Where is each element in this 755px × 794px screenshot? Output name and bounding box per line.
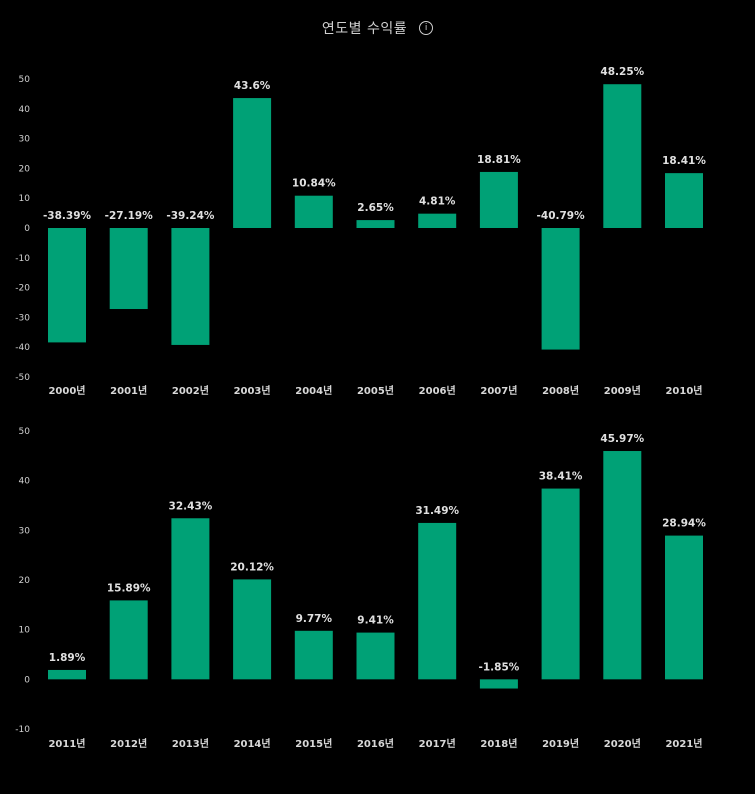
data-label: 31.49%	[415, 505, 459, 517]
y-tick-label: 50	[19, 427, 31, 437]
data-label: 38.41%	[539, 471, 583, 483]
bar-2007[interactable]	[479, 171, 518, 228]
bar-2020[interactable]	[603, 451, 642, 680]
bar-2014[interactable]	[233, 579, 272, 680]
data-label: 2.65%	[357, 202, 394, 214]
x-tick-label: 2005년	[357, 384, 394, 397]
bar-2016[interactable]	[356, 632, 395, 680]
x-tick-label: 2010년	[665, 384, 702, 397]
data-label: 4.81%	[419, 196, 456, 208]
x-tick-label: 2003년	[234, 384, 271, 397]
y-tick-label: 0	[24, 224, 30, 234]
data-label: 18.41%	[662, 155, 706, 167]
bar-2005[interactable]	[356, 220, 395, 228]
data-label: -40.79%	[537, 210, 586, 222]
data-label: 32.43%	[169, 500, 213, 512]
data-label: 15.89%	[107, 582, 151, 594]
bar-2021[interactable]	[665, 535, 703, 680]
x-tick-label: 2007년	[480, 384, 517, 397]
y-tick-label: -10	[15, 725, 30, 735]
x-tick-label: 2019년	[542, 737, 579, 750]
bar-2015[interactable]	[294, 630, 333, 680]
y-tick-label: -20	[15, 284, 30, 294]
data-label: 20.12%	[230, 561, 274, 573]
x-tick-label: 2011년	[48, 737, 85, 750]
bar-2010[interactable]	[665, 173, 703, 228]
y-tick-label: -10	[15, 254, 30, 264]
chart-panel-2: 50 40 30 20 10 0 -10 1.89% 2011년 15.89% 2012년 32.43…	[15, 427, 706, 750]
bar-2019[interactable]	[541, 488, 580, 680]
bar-2011[interactable]	[48, 669, 86, 680]
chart-panel-1: 50 40 30 20 10 0 -10 -20 -30 -40 -50 -38.39% 2000년 -2…	[15, 66, 706, 397]
bar-2004[interactable]	[294, 195, 333, 228]
data-label: 9.77%	[296, 613, 333, 625]
bar-2009[interactable]	[603, 84, 642, 228]
x-tick-label: 2006년	[419, 384, 456, 397]
data-label: 9.41%	[357, 615, 394, 627]
x-tick-label: 2020년	[604, 737, 641, 750]
x-tick-label: 2009년	[604, 384, 641, 397]
chart-header: 연도별 수익률 i	[0, 17, 755, 39]
data-label: 43.6%	[234, 80, 271, 92]
bar-2003[interactable]	[233, 98, 272, 229]
data-label: 48.25%	[600, 66, 644, 78]
bar-2013[interactable]	[171, 518, 210, 680]
y-tick-label: 30	[19, 135, 31, 145]
data-label: -27.19%	[105, 210, 154, 222]
y-tick-label: -50	[15, 373, 30, 383]
x-tick-label: 2016년	[357, 737, 394, 750]
y-tick-label: 20	[19, 576, 31, 586]
bar-2017[interactable]	[418, 522, 457, 680]
x-tick-label: 2013년	[172, 737, 209, 750]
y-tick-label: 30	[19, 526, 31, 536]
bar-2000[interactable]	[48, 228, 86, 343]
x-tick-label: 2012년	[110, 737, 147, 750]
y-tick-label: -40	[15, 343, 30, 353]
info-icon[interactable]: i	[419, 21, 434, 35]
x-tick-label: 2008년	[542, 384, 579, 397]
y-tick-label: 10	[19, 626, 31, 636]
y-tick-label: 50	[19, 75, 31, 85]
y-tick-label: -30	[15, 313, 30, 323]
data-label: 45.97%	[600, 433, 644, 445]
x-tick-label: 2017년	[419, 737, 456, 750]
y-tick-label: 40	[19, 477, 31, 487]
bar-2006[interactable]	[418, 213, 457, 228]
bar-2002[interactable]	[171, 228, 210, 345]
data-label: 28.94%	[662, 518, 706, 530]
data-label: 1.89%	[49, 652, 86, 664]
x-tick-label: 2015년	[295, 737, 332, 750]
x-tick-label: 2018년	[480, 737, 517, 750]
x-tick-label: 2000년	[48, 384, 85, 397]
data-label: -38.39%	[43, 210, 92, 222]
data-label: -39.24%	[166, 210, 215, 222]
y-tick-label: 20	[19, 164, 31, 174]
data-label: -1.85%	[479, 661, 520, 673]
bar-2001[interactable]	[109, 228, 148, 310]
chart-title: 연도별 수익률	[321, 21, 408, 37]
x-tick-label: 2021년	[665, 737, 702, 750]
x-tick-label: 2014년	[234, 737, 271, 750]
bar-2008[interactable]	[541, 228, 580, 350]
y-tick-label: 10	[19, 194, 31, 204]
x-tick-label: 2002년	[172, 384, 209, 397]
x-tick-label: 2004년	[295, 384, 332, 397]
data-label: 10.84%	[292, 178, 336, 190]
bar-2012[interactable]	[109, 600, 148, 680]
y-tick-label: 0	[24, 675, 30, 685]
x-tick-label: 2001년	[110, 384, 147, 397]
data-label: 18.81%	[477, 154, 521, 166]
bar-2018[interactable]	[479, 679, 518, 689]
y-tick-label: 40	[19, 105, 31, 115]
